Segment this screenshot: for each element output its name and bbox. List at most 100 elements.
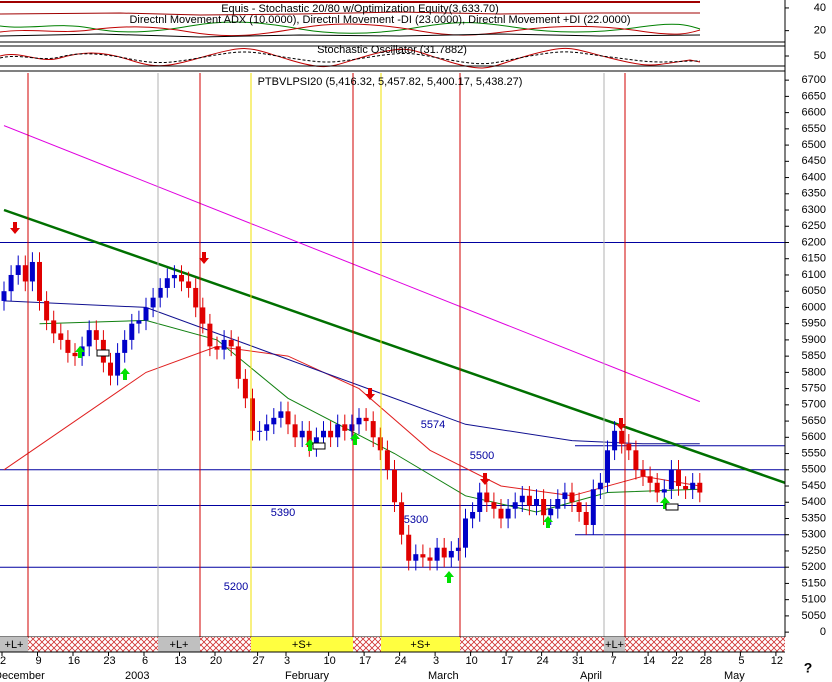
y-tick-label: 5100 xyxy=(802,594,826,606)
candle-body xyxy=(399,502,405,535)
x-tick-label: 12 xyxy=(771,655,783,667)
x-tick-label: 23 xyxy=(103,655,115,667)
y-tick-label: 6550 xyxy=(802,123,826,135)
panel-title: Directnl Movement ADX (10.0000), Directn… xyxy=(129,14,630,26)
candle-body xyxy=(228,339,234,347)
candle-body xyxy=(477,492,483,512)
buy-arrow xyxy=(444,571,454,583)
buy-arrow xyxy=(75,346,85,358)
overlay-line xyxy=(3,300,700,445)
candle-body xyxy=(548,508,554,516)
sell-arrow xyxy=(480,473,490,485)
candle-body xyxy=(619,430,625,444)
candle-body xyxy=(8,274,14,292)
y-tick-label: 6450 xyxy=(802,155,826,167)
sell-arrow xyxy=(616,418,626,430)
candle-body xyxy=(22,265,28,282)
candle-body xyxy=(15,265,21,275)
candle-body xyxy=(676,469,681,487)
candle-body xyxy=(136,320,142,324)
x-tick-label: 3 xyxy=(433,655,439,667)
level-label: 5574 xyxy=(421,419,445,431)
x-tick-label: 17 xyxy=(501,655,513,667)
candle-body xyxy=(377,437,383,451)
candle-body xyxy=(299,430,305,438)
candle-body xyxy=(257,430,263,432)
band-segment xyxy=(158,637,200,652)
candle-body xyxy=(413,554,419,561)
candle-body xyxy=(697,482,703,493)
candle-body xyxy=(235,346,241,379)
y-tick-label: 6700 xyxy=(802,74,826,86)
candle-body xyxy=(86,330,92,347)
candle-body xyxy=(65,339,71,353)
y-tick-label: 5050 xyxy=(802,610,826,622)
x-tick-label: 24 xyxy=(394,655,406,667)
buy-arrow xyxy=(350,433,360,445)
candle-body xyxy=(335,424,341,438)
candle-body xyxy=(122,339,128,353)
y-tick-label: 6050 xyxy=(802,285,826,297)
overlay-line xyxy=(39,319,700,513)
y-tick-label: 5700 xyxy=(802,399,826,411)
candle-body xyxy=(406,534,412,561)
level-label: 5200 xyxy=(224,581,248,593)
candle-body xyxy=(526,495,532,506)
x-tick-label: 10 xyxy=(465,655,477,667)
buy-arrow xyxy=(120,368,130,380)
candle-body xyxy=(221,339,227,350)
candle-body xyxy=(626,443,632,451)
exit-box xyxy=(312,442,326,450)
candle-body xyxy=(562,492,568,500)
corner-mark: ? xyxy=(804,660,813,676)
y-tick-label: 0 xyxy=(820,626,826,638)
candle-body xyxy=(470,511,476,519)
candle-body xyxy=(313,437,319,448)
candle-body xyxy=(519,495,525,503)
plot: 5574 5500 5390 5300 5200 xyxy=(0,125,786,593)
candle-body xyxy=(640,469,646,477)
overlay-line xyxy=(3,208,786,484)
candle-body xyxy=(108,362,113,376)
candle-body xyxy=(193,287,199,308)
x-tick-label: 3 xyxy=(284,655,290,667)
exit-box xyxy=(665,503,679,511)
y-tick-label: 5150 xyxy=(802,577,826,589)
band-segment xyxy=(604,637,625,652)
x-tick-label: 24 xyxy=(536,655,548,667)
candle-body xyxy=(534,499,539,506)
y-tick-label: 6500 xyxy=(802,139,826,151)
candle-body xyxy=(690,482,696,490)
indicator-panels xyxy=(0,1,785,72)
level-label: 5300 xyxy=(404,514,428,526)
buy-arrow xyxy=(543,516,553,528)
candle-body xyxy=(491,502,497,509)
candle-body xyxy=(58,333,64,340)
panel-title: Stochastic Oscillator (31.7882) xyxy=(317,44,467,56)
y-tick-label: 5900 xyxy=(802,334,826,346)
y-tick-label: 6200 xyxy=(802,236,826,248)
y-tick-label: 6150 xyxy=(802,253,826,265)
x-tick-label: 5 xyxy=(738,655,744,667)
candle-body xyxy=(455,547,461,551)
x-tick-label: 16 xyxy=(68,655,80,667)
band-label: +L+ xyxy=(5,639,24,651)
candle-body xyxy=(306,430,312,448)
candle-body xyxy=(363,417,369,422)
y-tick-label: 6250 xyxy=(802,220,826,232)
candle-body xyxy=(512,502,518,509)
band-label: +L+ xyxy=(170,639,189,651)
candle-body xyxy=(242,378,248,399)
candle-body xyxy=(264,424,270,431)
overlay-line xyxy=(3,125,700,403)
candle-body xyxy=(285,411,291,425)
band-label: +L+ xyxy=(605,639,624,651)
x-tick-label: 10 xyxy=(323,655,335,667)
candle-body xyxy=(292,424,298,438)
candle-body xyxy=(1,291,7,301)
panel-tick-label: 50 xyxy=(814,50,826,62)
candle-body xyxy=(37,261,42,301)
band-label: +S+ xyxy=(410,639,430,651)
candle-body xyxy=(555,499,561,509)
